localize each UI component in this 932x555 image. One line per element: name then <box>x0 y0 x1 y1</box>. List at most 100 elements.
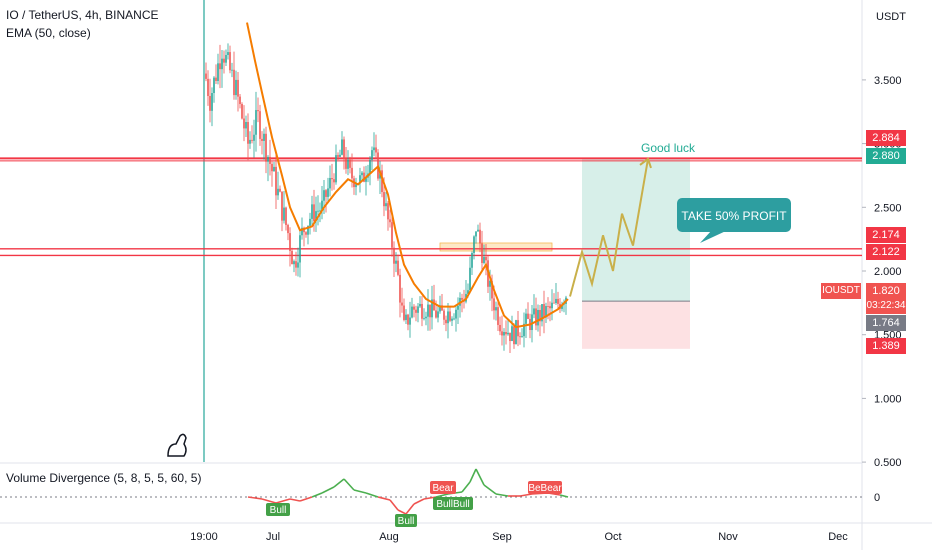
candle-body <box>331 178 333 180</box>
candle-body <box>507 332 509 335</box>
volume-divergence-legend[interactable]: Volume Divergence (5, 8, 5, 5, 60, 5) <box>6 471 202 485</box>
projection-path[interactable] <box>569 158 649 297</box>
time-label: Sep <box>492 531 512 543</box>
candle-body <box>475 231 477 237</box>
candle-body <box>401 302 403 306</box>
candle-body <box>211 93 213 111</box>
bull-signal-label-2[interactable]: Bull <box>398 516 415 527</box>
time-label: Nov <box>718 531 738 543</box>
level-label-2880: 2.880 <box>866 148 906 164</box>
bebear-signal-label[interactable]: BeBear <box>528 483 562 494</box>
candle-body <box>497 307 499 325</box>
candle-body <box>275 166 277 196</box>
candle-body <box>267 156 269 162</box>
candle-body <box>283 207 285 221</box>
candle-body <box>269 156 271 164</box>
candle-body <box>551 302 553 309</box>
candle-body <box>391 222 393 248</box>
candle-body <box>395 260 397 264</box>
ema-legend[interactable]: EMA (50, close) <box>6 26 91 40</box>
bear-signal-label-bg[interactable] <box>430 481 456 494</box>
candle-body <box>265 133 267 162</box>
volume-segment <box>405 503 415 515</box>
candle-body <box>397 260 399 275</box>
candle-body <box>535 308 537 326</box>
candle-body <box>393 247 395 264</box>
countdown-label: 03:22:34 <box>866 298 906 314</box>
volume-segment <box>289 498 301 502</box>
stop-label: 1.389 <box>866 338 906 354</box>
volume-segment <box>299 496 313 502</box>
volume-segment <box>261 498 277 504</box>
candle-body <box>343 139 345 159</box>
candle-body <box>557 298 559 304</box>
candle-body <box>405 314 407 320</box>
stop-zone[interactable] <box>582 301 690 349</box>
volume-segment <box>475 468 485 486</box>
candle-body <box>289 233 291 251</box>
candle-body <box>263 133 265 141</box>
bull-signal-label-bg[interactable] <box>266 503 290 516</box>
candle-body <box>241 104 243 119</box>
bear-signal-label[interactable]: Bear <box>432 483 454 494</box>
candle-body <box>435 310 437 318</box>
candle-body <box>341 139 343 155</box>
candle-body <box>351 167 353 179</box>
candle-body <box>279 188 281 192</box>
bullbull-signal-label[interactable]: BullBull <box>436 499 469 510</box>
volume-segment <box>435 493 449 498</box>
bull-signal-label[interactable]: Bull <box>270 505 287 516</box>
currency-label[interactable]: USDT <box>876 11 906 23</box>
volume-segment <box>275 498 291 504</box>
bebear-signal-label-bg[interactable] <box>528 481 562 494</box>
candle-body <box>347 159 349 169</box>
candle-body <box>257 110 259 112</box>
candle-body <box>495 307 497 311</box>
candles[interactable] <box>205 43 567 353</box>
candle-body <box>311 204 313 219</box>
bull-signal-label-2-bg[interactable] <box>395 514 417 527</box>
price-tick-label: 2.000 <box>874 266 902 278</box>
time-label: Dec <box>828 531 848 543</box>
candle-body <box>307 225 309 235</box>
ema-line[interactable] <box>246 22 569 329</box>
symbol-title[interactable]: IO / TetherUS, 4h, BINANCE <box>6 8 159 22</box>
price-tick-label: 0.500 <box>874 457 902 469</box>
callout-box[interactable] <box>677 198 791 232</box>
candle-body <box>213 77 215 94</box>
candle-body <box>259 111 261 139</box>
good-luck-text[interactable]: Good luck <box>641 141 696 155</box>
candle-body <box>333 179 335 183</box>
candle-body <box>215 77 217 81</box>
candle-body <box>399 274 401 303</box>
candle-body <box>403 305 405 320</box>
candle-body <box>531 314 533 331</box>
candle-body <box>425 316 427 319</box>
volume-segment <box>559 494 569 498</box>
volume-segment <box>469 468 477 483</box>
callout-text[interactable]: TAKE 50% PROFIT <box>681 209 787 223</box>
candle-body <box>519 336 521 338</box>
candle-body <box>363 172 365 182</box>
volume-segment <box>311 492 323 498</box>
candle-body <box>415 309 417 313</box>
volume-segment <box>483 484 497 495</box>
candle-body <box>253 134 255 141</box>
price-tick-label: 2.500 <box>874 202 902 214</box>
candle-body <box>339 154 341 157</box>
candle-body <box>539 309 541 322</box>
volume-segment <box>321 486 335 494</box>
candle-body <box>325 190 327 197</box>
candle-body <box>261 138 263 141</box>
candle-body <box>247 122 249 144</box>
candle-body <box>281 191 283 221</box>
candle-body <box>237 79 239 97</box>
candle-body <box>429 304 431 318</box>
bullbull-signal-label-bg[interactable] <box>433 497 473 510</box>
candle-body <box>309 218 311 226</box>
candle-body <box>359 175 361 184</box>
dino-icon[interactable] <box>167 433 187 457</box>
candle-body <box>443 310 445 320</box>
